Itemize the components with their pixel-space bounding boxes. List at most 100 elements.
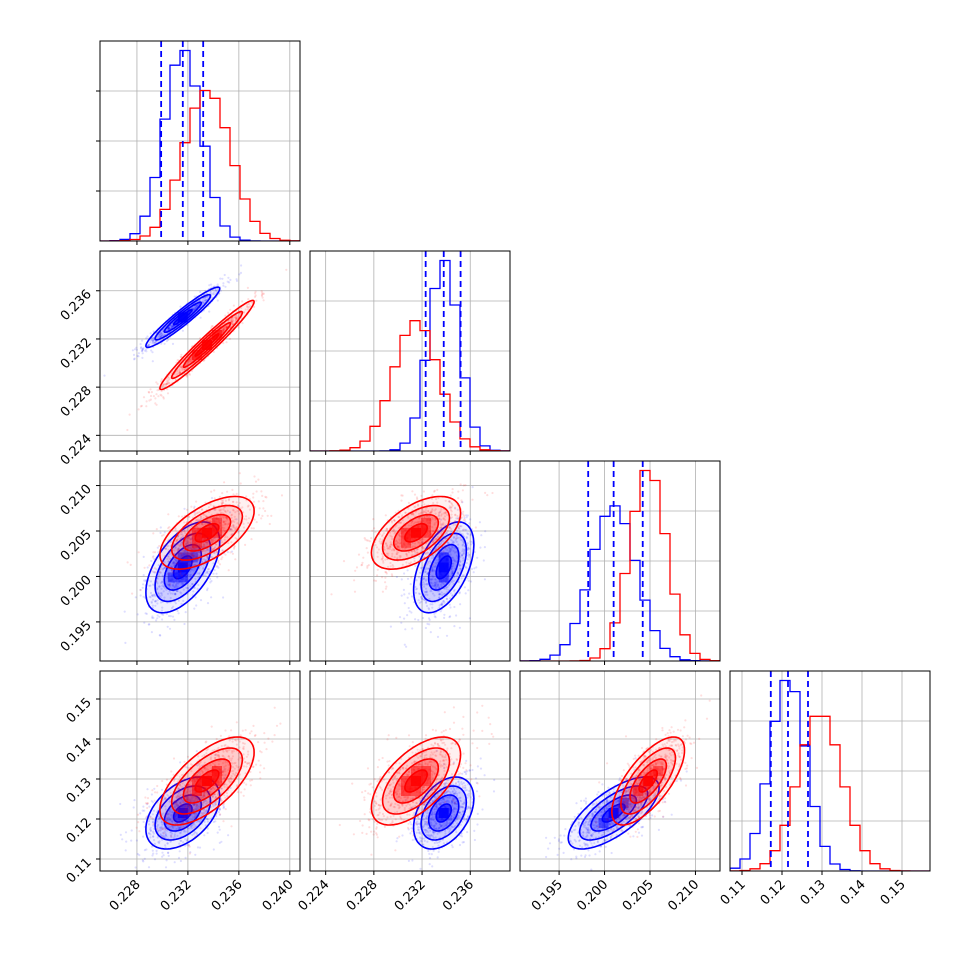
scatter-point (186, 536, 189, 540)
scatter-point (224, 536, 227, 539)
scatter-point (171, 578, 174, 582)
scatter-point (163, 531, 166, 534)
scatter-point (452, 536, 455, 540)
scatter-point (234, 558, 237, 561)
scatter-point (196, 511, 200, 514)
scatter-point (179, 591, 182, 594)
scatter-point (225, 341, 228, 344)
scatter-point (190, 569, 193, 572)
scatter-point (374, 544, 377, 547)
scatter-point (425, 590, 428, 593)
scatter-point (152, 532, 155, 535)
scatter-point (224, 314, 227, 317)
scatter-point (456, 515, 459, 518)
scatter-point (163, 342, 166, 345)
scatter-point (391, 563, 394, 567)
scatter-point (438, 606, 441, 609)
scatter-point (204, 501, 207, 504)
scatter-point (230, 513, 234, 516)
scatter-point (390, 573, 393, 576)
scatter-point (445, 532, 448, 535)
scatter-point (445, 597, 449, 600)
scatter-point (431, 584, 434, 587)
scatter-point (203, 545, 206, 549)
scatter-point (440, 508, 443, 511)
scatter-point (169, 584, 172, 587)
scatter-point (185, 586, 188, 589)
scatter-point (212, 350, 215, 353)
scatter-point (159, 332, 162, 335)
scatter-point (200, 517, 203, 520)
scatter-point (135, 839, 138, 842)
scatter-point (435, 585, 438, 588)
scatter-point (189, 522, 193, 525)
scatter-point (400, 594, 403, 597)
scatter-point (203, 543, 206, 546)
scatter-point (437, 585, 440, 588)
scatter-point (262, 299, 265, 302)
scatter-point (166, 388, 169, 391)
scatter-point (451, 564, 454, 568)
scatter-point (235, 518, 238, 521)
scatter-point (161, 334, 164, 337)
scatter-point (193, 306, 196, 309)
scatter-point (415, 496, 419, 499)
scatter-point (285, 268, 288, 271)
scatter-point (238, 512, 241, 515)
scatter-point (155, 619, 158, 622)
scatter-point (388, 545, 391, 548)
scatter-point (177, 547, 180, 550)
scatter-point (433, 612, 436, 615)
scatter-point (434, 581, 437, 584)
scatter-point (201, 557, 204, 560)
scatter-point (195, 526, 199, 529)
scatter-point (438, 596, 441, 599)
scatter-point (455, 537, 458, 540)
scatter-point (427, 510, 430, 513)
density-cell (192, 537, 202, 548)
scatter-point (429, 533, 432, 536)
scatter-point (429, 631, 432, 634)
scatter-point (457, 527, 460, 530)
scatter-point (439, 610, 442, 613)
scatter-point (458, 564, 461, 567)
scatter-point (393, 519, 396, 522)
scatter-point (168, 579, 171, 583)
scatter-point (190, 505, 193, 508)
scatter-point (200, 545, 203, 548)
scatter-point (136, 354, 139, 357)
scatter-point (185, 541, 188, 545)
scatter-point (168, 573, 171, 577)
scatter-point (154, 402, 157, 405)
scatter-point (402, 543, 405, 546)
scatter-point (146, 335, 149, 338)
scatter-point (439, 522, 442, 526)
scatter-point (219, 509, 222, 512)
scatter-point (209, 520, 212, 523)
scatter-point (223, 273, 226, 277)
scatter-point (484, 530, 487, 533)
scatter-point (212, 518, 215, 521)
scatter-point (414, 551, 417, 554)
scatter-point (204, 298, 207, 301)
scatter-point (184, 611, 187, 614)
scatter-point (412, 545, 415, 548)
scatter-point (223, 527, 226, 530)
scatter-point (140, 350, 144, 353)
scatter-point (181, 536, 184, 539)
scatter-point (398, 545, 401, 548)
scatter-point (172, 560, 175, 564)
scatter-point (214, 289, 217, 292)
scatter-point (176, 538, 179, 541)
scatter-point (192, 590, 195, 593)
scatter-point (452, 562, 455, 565)
scatter-point (411, 553, 414, 557)
scatter-point (210, 521, 213, 524)
scatter-point (221, 492, 224, 495)
density-cell (187, 552, 198, 563)
scatter-point (200, 522, 203, 525)
scatter-point (206, 555, 209, 558)
scatter-point (176, 552, 179, 555)
scatter-point (157, 395, 160, 398)
scatter-point (183, 622, 186, 626)
